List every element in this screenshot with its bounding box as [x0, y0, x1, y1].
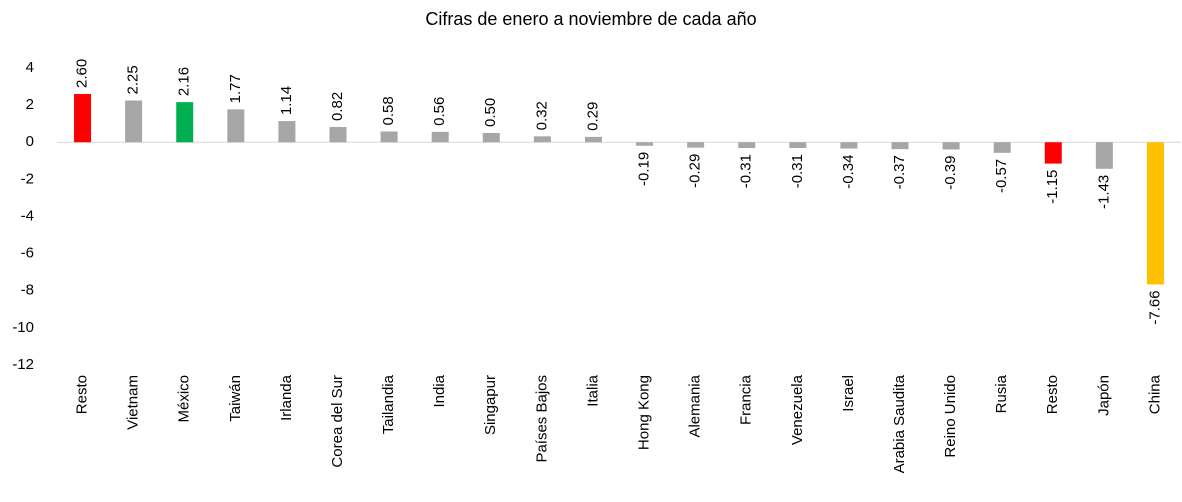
data-label: 1.77	[227, 74, 244, 103]
data-label: -0.29	[687, 154, 704, 188]
data-label: -0.37	[891, 155, 908, 189]
x-tick-label: México	[176, 375, 193, 423]
x-tick-label: India	[431, 374, 448, 407]
x-tick-label: Italia	[584, 374, 601, 406]
x-tick-label: Arabia Saudita	[891, 374, 908, 473]
data-label: 0.82	[329, 92, 346, 121]
data-label: -1.15	[1044, 170, 1061, 204]
data-label: -0.57	[993, 159, 1010, 193]
y-tick-label: 2	[26, 96, 34, 113]
bar	[840, 142, 858, 149]
y-tick-label: 4	[26, 59, 34, 76]
bar	[891, 142, 909, 150]
y-tick-label: -10	[12, 319, 34, 336]
bar	[636, 142, 654, 146]
bar	[125, 100, 143, 143]
y-tick-label: -6	[21, 245, 34, 262]
data-label: 2.25	[125, 65, 142, 94]
bar	[687, 142, 705, 148]
bar	[227, 109, 245, 143]
x-tick-label: Rusia	[993, 374, 1010, 413]
x-tick-label: Israel	[840, 375, 857, 412]
data-label: -0.31	[789, 154, 806, 188]
bar	[1044, 142, 1062, 164]
x-tick-label: Irlanda	[278, 374, 295, 421]
data-label: 0.32	[533, 101, 550, 130]
bar	[278, 121, 296, 143]
data-label: -0.34	[840, 155, 857, 189]
bar	[329, 127, 347, 143]
data-label: -1.43	[1095, 175, 1112, 209]
x-tick-label: Alemania	[687, 374, 704, 437]
bar	[74, 93, 92, 143]
bar	[431, 131, 449, 143]
x-tick-label: Resto	[74, 375, 91, 414]
x-tick-label: Corea del Sur	[329, 375, 346, 468]
bar	[380, 131, 398, 143]
data-label: 0.58	[380, 96, 397, 125]
x-tick-label: Singapur	[482, 375, 499, 435]
bar	[482, 132, 500, 143]
x-tick-label: Hong Kong	[636, 375, 653, 450]
y-tick-label: -8	[21, 282, 34, 299]
data-label: -7.66	[1146, 290, 1163, 324]
data-label: -0.19	[636, 152, 653, 186]
data-label: -0.31	[738, 154, 755, 188]
x-tick-label: Venezuela	[789, 374, 806, 445]
data-label: -0.39	[942, 155, 959, 189]
data-label: 1.14	[278, 86, 295, 115]
x-tick-label: Taiwán	[227, 375, 244, 422]
y-tick-label: -2	[21, 170, 34, 187]
bar	[942, 142, 960, 150]
data-label: 0.56	[431, 97, 448, 126]
bar	[738, 142, 756, 149]
x-tick-label: Reino Unido	[942, 375, 959, 458]
bar	[1146, 142, 1164, 285]
y-tick-label: -4	[21, 207, 34, 224]
x-tick-label: Francia	[738, 374, 755, 425]
bar	[789, 142, 807, 149]
x-tick-label: Vietnam	[125, 375, 142, 430]
bar	[584, 136, 602, 143]
y-tick-label: -12	[12, 356, 34, 373]
data-label: 2.16	[176, 67, 193, 96]
x-tick-label: Tailandia	[380, 374, 397, 434]
data-label: 2.60	[74, 59, 91, 88]
bar	[993, 142, 1011, 153]
chart-subtitle: Cifras de enero a noviembre de cada año	[425, 9, 756, 29]
data-label: 0.50	[482, 98, 499, 127]
bar	[176, 102, 194, 143]
bar	[1095, 142, 1113, 169]
data-label: 0.29	[584, 102, 601, 131]
x-tick-label: Resto	[1044, 375, 1061, 414]
bar	[533, 136, 551, 143]
x-tick-label: China	[1146, 374, 1163, 414]
y-tick-label: 0	[26, 133, 34, 150]
x-tick-label: Japón	[1095, 375, 1112, 416]
x-tick-label: Países Bajos	[533, 375, 550, 463]
